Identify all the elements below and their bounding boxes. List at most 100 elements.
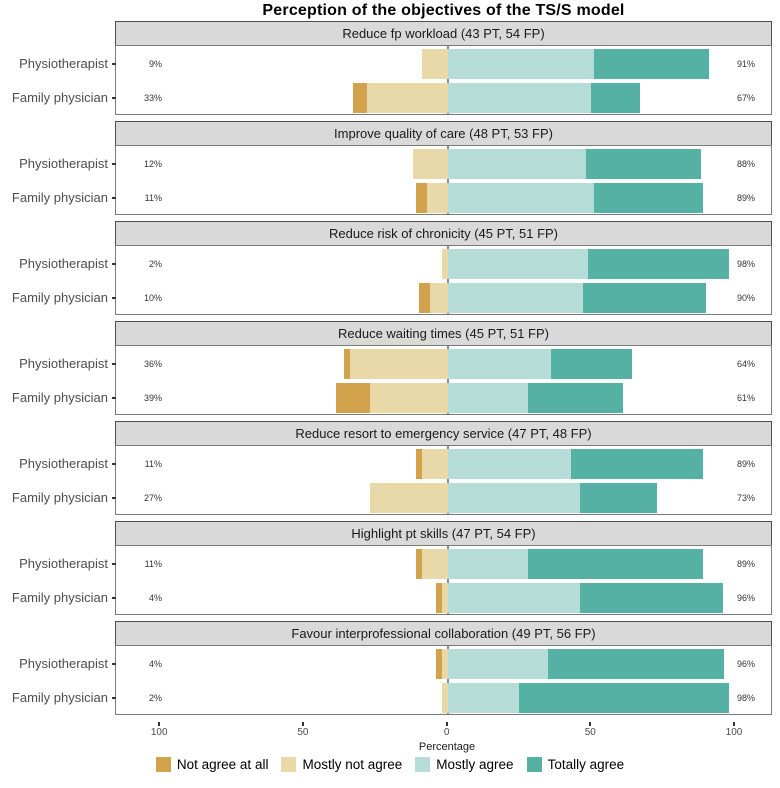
- bar-segment-mostly_agree: [447, 649, 549, 679]
- row-label: Family physician: [11, 90, 108, 105]
- y-axis-tick: [112, 63, 116, 65]
- x-axis-tick-label: 50: [584, 727, 596, 738]
- bar-segment-mostly_agree: [447, 149, 586, 179]
- y-axis-tick: [112, 163, 116, 165]
- right-percentage-label: 96%: [737, 593, 756, 603]
- right-percentage-label: 89%: [737, 559, 756, 569]
- bar-segment-totally_agree: [585, 149, 701, 179]
- y-axis-tick: [112, 663, 116, 665]
- bar-segment-mostly_agree: [447, 349, 552, 379]
- right-percentage-label: 98%: [737, 693, 756, 703]
- bar-segment-mostly_agree: [447, 283, 583, 313]
- left-percentage-label: 12%: [143, 159, 162, 169]
- bar-segment-mostly_agree: [447, 449, 572, 479]
- row-label: Family physician: [11, 690, 108, 705]
- bar-segment-totally_agree: [579, 583, 724, 613]
- bar-segment-mostly_agree: [447, 549, 529, 579]
- panel-title: Reduce fp workload (43 PT, 54 FP): [115, 21, 772, 46]
- legend-label: Totally agree: [547, 757, 625, 772]
- panel: Highlight pt skills (47 PT, 54 FP) Physio…: [12, 521, 772, 615]
- panel-plot: Physiotherapist 11% 89% Family physician 27%…: [12, 445, 772, 515]
- row-label: Family physician: [11, 490, 108, 505]
- bar-segment-mostly_agree: [447, 183, 595, 213]
- right-percentage-label: 89%: [737, 193, 756, 203]
- legend-swatch-totally_agree: [526, 757, 542, 772]
- legend-swatch-mostly_agree: [415, 757, 431, 772]
- y-axis-tick: [112, 297, 116, 299]
- bar-segment-mostly_not_agree: [421, 449, 448, 479]
- right-percentage-label: 67%: [737, 93, 756, 103]
- bar-segment-not_agree_at_all: [436, 649, 442, 679]
- legend-swatch-mostly_not_agree: [281, 757, 297, 772]
- right-percentage-label: 90%: [737, 293, 756, 303]
- zero-axis-line: [446, 46, 449, 114]
- x-axis-tick: [301, 722, 304, 726]
- panel: Favour interprofessional collaboration (…: [12, 621, 772, 715]
- right-percentage-label: 96%: [737, 659, 756, 669]
- zero-axis-line: [446, 146, 449, 214]
- y-axis-tick: [112, 397, 116, 399]
- zero-axis-line: [446, 646, 449, 714]
- bar-segment-totally_agree: [594, 183, 704, 213]
- row-label: Physiotherapist: [19, 356, 108, 371]
- left-percentage-label: 36%: [143, 359, 162, 369]
- bar-segment-mostly_not_agree: [441, 649, 448, 679]
- zero-axis-line: [446, 446, 449, 514]
- left-percentage-label: 39%: [143, 393, 162, 403]
- panel-title: Reduce waiting times (45 PT, 51 FP): [115, 321, 772, 346]
- chart-title: Perception of the objectives of the TS/S…: [262, 2, 625, 19]
- zero-axis-line: [446, 346, 449, 414]
- bar-segment-mostly_agree: [447, 583, 580, 613]
- right-percentage-label: 88%: [737, 159, 756, 169]
- bar-segment-not_agree_at_all: [415, 449, 422, 479]
- panel: Reduce resort to emergency service (47 P…: [12, 421, 772, 515]
- legend-label: Mostly not agree: [302, 757, 403, 772]
- bar-segment-mostly_not_agree: [421, 49, 448, 79]
- bar-segment-mostly_not_agree: [413, 149, 448, 179]
- bar-segment-totally_agree: [519, 683, 730, 713]
- bar-segment-not_agree_at_all: [415, 183, 428, 213]
- y-axis-tick: [112, 197, 116, 199]
- panel-title: Highlight pt skills (47 PT, 54 FP): [115, 521, 772, 546]
- zero-axis-line: [446, 546, 449, 614]
- legend-item: Totally agree: [526, 757, 625, 772]
- x-axis-tick-label: 0: [443, 727, 450, 738]
- row-label: Family physician: [11, 190, 108, 205]
- panel-plot: Physiotherapist 36% 64% Family physician 39%…: [12, 345, 772, 415]
- panel-plot: Physiotherapist 2% 98% Family physician 10% 9…: [12, 245, 772, 315]
- y-axis-tick: [112, 263, 116, 265]
- panel-plot: Physiotherapist 11% 89% Family physician 4% 9…: [12, 545, 772, 615]
- bar-segment-not_agree_at_all: [335, 383, 370, 413]
- left-percentage-label: 11%: [144, 459, 162, 469]
- panels-container: Reduce fp workload (43 PT, 54 FP) Physiot…: [12, 21, 772, 721]
- panel: Reduce waiting times (45 PT, 51 FP) Physi…: [12, 321, 772, 415]
- x-axis-tick-label: 100: [150, 727, 168, 738]
- row-label: Physiotherapist: [19, 656, 108, 671]
- row-label: Physiotherapist: [19, 56, 108, 71]
- x-axis-tick-label: 50: [297, 727, 309, 738]
- panel-plot: Physiotherapist 12% 88% Family physician 11%…: [12, 145, 772, 215]
- bar-segment-mostly_not_agree: [430, 283, 448, 313]
- x-axis-tick: [733, 722, 735, 726]
- bar-segment-mostly_agree: [447, 683, 520, 713]
- bar-segment-totally_agree: [528, 383, 623, 413]
- legend-label: Mostly agree: [436, 757, 514, 772]
- bar-segment-mostly_not_agree: [370, 383, 448, 413]
- x-axis-label: Percentage: [418, 741, 476, 753]
- panel-title: Favour interprofessional collaboration (…: [115, 621, 772, 646]
- bar-segment-mostly_agree: [447, 49, 595, 79]
- x-axis-tick: [158, 722, 161, 726]
- y-axis-tick: [112, 497, 116, 499]
- panel-title: Reduce resort to emergency service (47 P…: [115, 421, 772, 446]
- bar-segment-mostly_not_agree: [370, 483, 448, 513]
- left-percentage-label: 2%: [148, 259, 162, 269]
- y-axis-tick: [112, 697, 116, 699]
- panel-title: Reduce risk of chronicity (45 PT, 51 FP): [115, 221, 772, 246]
- right-percentage-label: 98%: [737, 259, 756, 269]
- bar-segment-mostly_not_agree: [441, 249, 448, 279]
- panel: Reduce fp workload (43 PT, 54 FP) Physiot…: [12, 21, 772, 115]
- right-percentage-label: 91%: [737, 59, 756, 69]
- bar-segment-mostly_not_agree: [349, 349, 448, 379]
- row-label: Family physician: [11, 590, 108, 605]
